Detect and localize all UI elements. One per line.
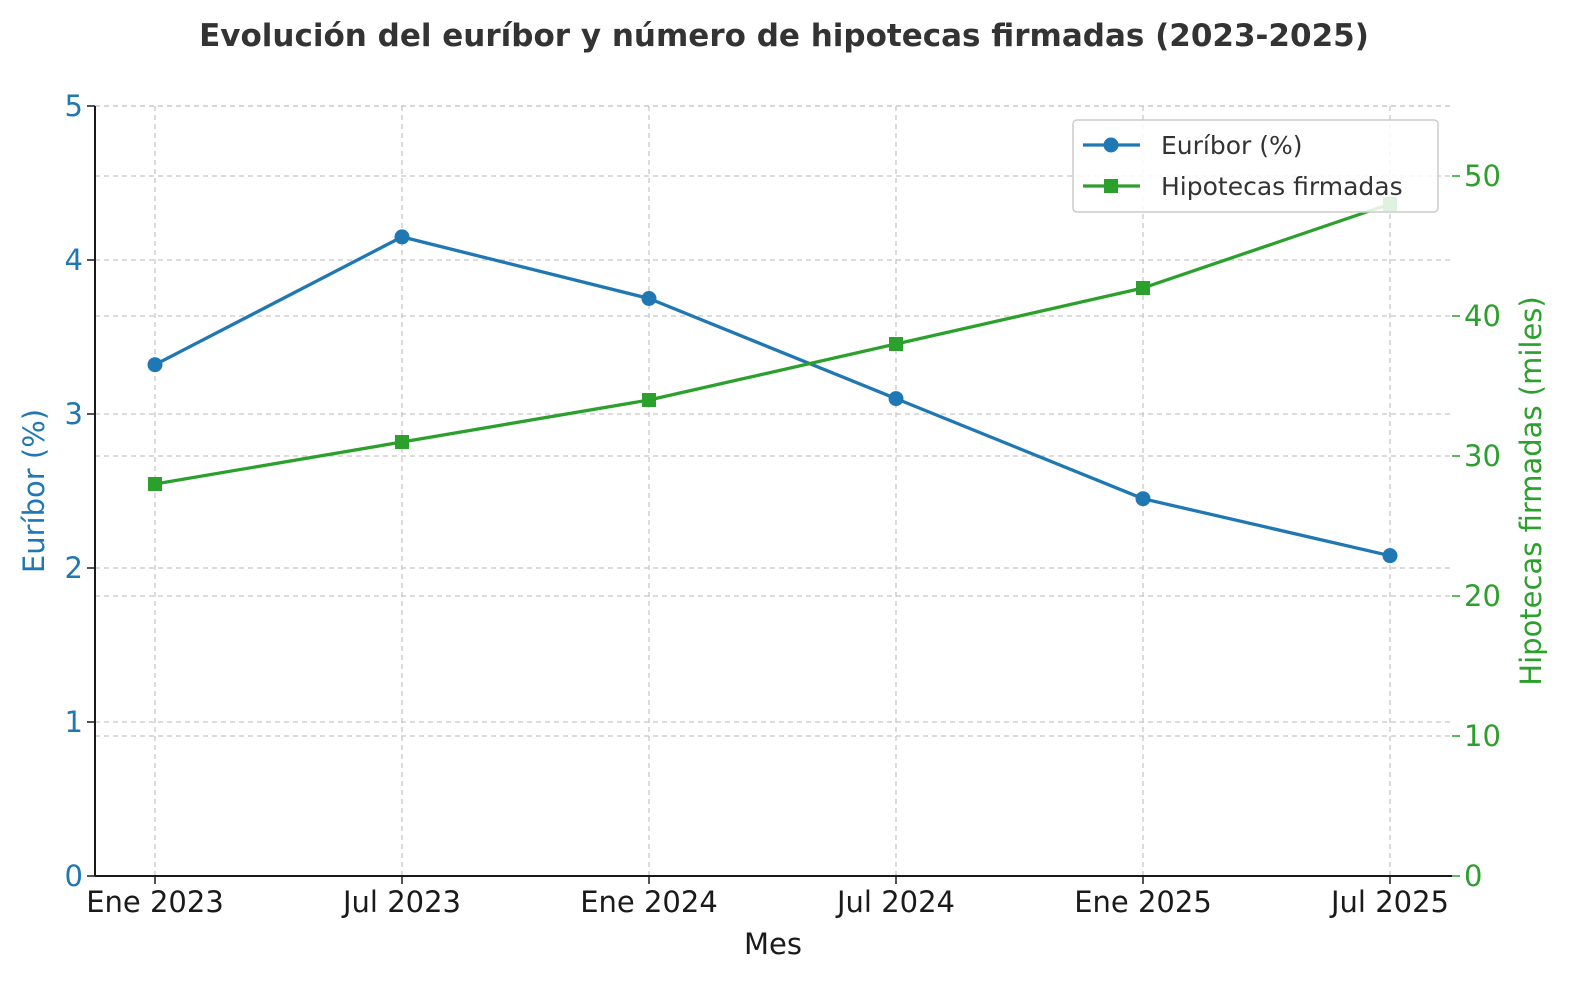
y-right-tick-label: 20: [1464, 579, 1501, 613]
legend-box: [1072, 119, 1439, 213]
series-line: [154, 235, 1391, 558]
x-tick-label: Ene 2023: [86, 885, 224, 919]
data-point: [395, 435, 409, 449]
y-left-tick-label: 3: [65, 397, 83, 431]
data-point: [641, 291, 657, 306]
data-point: [1382, 548, 1398, 564]
data-point: [394, 229, 410, 245]
x-tick-label: Ene 2024: [580, 885, 718, 919]
data-point: [642, 393, 656, 407]
data-point: [147, 357, 163, 373]
y-right-tick-label: 50: [1464, 159, 1501, 193]
series-layer: [147, 197, 1398, 564]
legend-marker: [1103, 137, 1119, 153]
data-point: [1135, 491, 1151, 507]
x-tick-label: Ene 2025: [1074, 885, 1212, 919]
x-axis-label: Mes: [744, 927, 802, 961]
x-tick-label: Jul 2023: [341, 885, 461, 919]
legend-label: Hipotecas firmadas: [1161, 172, 1403, 201]
x-tick-label: Jul 2025: [1329, 885, 1449, 919]
y-left-tick-label: 1: [65, 705, 83, 739]
axes: Ene 2023 Jul 2023 Ene 2024 Jul 2024 Ene 2025…: [65, 89, 1501, 919]
series-line: [154, 202, 1391, 486]
y-left-tick-label: 4: [65, 243, 83, 277]
chart-title: Evolución del euríbor y número de hipote…: [199, 18, 1369, 54]
y-axis-right-label: Hipotecas firmadas (miles): [1514, 296, 1548, 685]
data-point: [148, 477, 162, 491]
y-axis-left-label: Euríbor (%): [17, 409, 51, 573]
grid-lines: [95, 105, 1452, 877]
y-right-tick-label: 40: [1464, 299, 1501, 333]
y-right-tick-label: 30: [1464, 439, 1501, 473]
legend: Euríbor (%) Hipotecas firmadas: [1072, 119, 1439, 213]
y-left-tick-label: 2: [65, 551, 83, 585]
data-point: [888, 391, 904, 407]
y-right-tick-label: 0: [1464, 859, 1482, 893]
y-right-tick-label: 10: [1464, 719, 1501, 753]
y-left-tick-label: 0: [65, 859, 83, 893]
y-left-tick-label: 5: [65, 89, 83, 123]
legend-label: Euríbor (%): [1161, 131, 1303, 160]
x-tick-label: Jul 2024: [835, 885, 955, 919]
data-point: [889, 337, 903, 351]
legend-marker: [1104, 179, 1118, 193]
data-point: [1136, 281, 1150, 295]
